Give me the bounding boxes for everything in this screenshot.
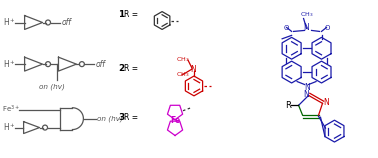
Text: N: N	[190, 65, 196, 74]
Text: R =: R =	[124, 10, 138, 19]
Text: on (hv): on (hv)	[39, 84, 64, 90]
Text: Fe$^{3+}$: Fe$^{3+}$	[2, 104, 20, 115]
Text: O: O	[324, 25, 330, 31]
Text: 2: 2	[118, 64, 124, 73]
Text: N: N	[304, 23, 309, 32]
Text: R =: R =	[124, 64, 138, 73]
Text: off: off	[62, 18, 71, 27]
Text: R: R	[285, 101, 291, 110]
Text: H$^+$: H$^+$	[3, 17, 15, 28]
Text: N: N	[305, 83, 310, 92]
Text: off: off	[95, 60, 105, 69]
Text: H$^+$: H$^+$	[3, 122, 15, 133]
Text: N: N	[324, 98, 329, 107]
Text: O: O	[284, 25, 289, 31]
Text: CH$_3$: CH$_3$	[176, 55, 189, 64]
Text: R =: R =	[124, 113, 138, 122]
Text: CH$_3$: CH$_3$	[176, 71, 189, 79]
Text: 3: 3	[118, 113, 124, 122]
Text: H$^+$: H$^+$	[3, 58, 15, 70]
Text: N: N	[304, 90, 309, 99]
Text: CH$_3$: CH$_3$	[300, 10, 313, 19]
Text: 1: 1	[118, 10, 124, 19]
Text: Fe: Fe	[170, 116, 180, 125]
Text: on (hv): on (hv)	[98, 115, 123, 122]
